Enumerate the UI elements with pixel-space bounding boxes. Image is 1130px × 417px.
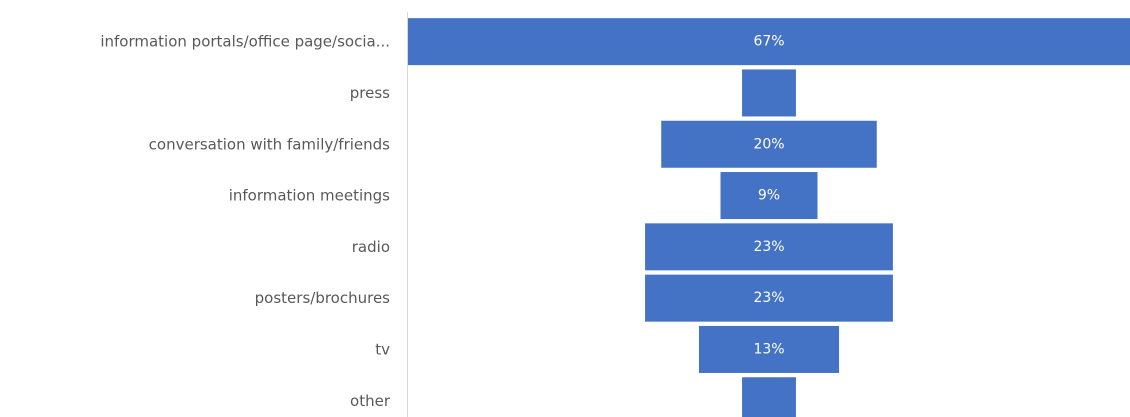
category-tick-label: conversation with family/friends <box>149 135 391 153</box>
bar-data-label: 13% <box>753 341 784 357</box>
category-tick-label: tv <box>375 340 390 358</box>
category-tick-label: press <box>350 84 390 102</box>
bar-data-label: 23% <box>753 239 784 255</box>
category-tick-label: other <box>350 392 391 410</box>
funnel-bar <box>645 274 893 322</box>
funnel-bar <box>645 223 893 271</box>
bar-data-label: 20% <box>753 136 784 152</box>
bar-data-label: 9% <box>758 188 780 204</box>
category-tick-label: information portals/office page/socia... <box>100 33 390 51</box>
funnel-bar <box>742 69 796 117</box>
bar-data-label: 23% <box>753 290 784 306</box>
funnel-bar <box>661 120 877 168</box>
bar-data-label: 67% <box>753 34 784 50</box>
funnel-bar <box>408 18 1130 66</box>
data-labels-layer: 67% 20% 9% 23% 23% 13% <box>753 34 784 358</box>
bars-layer <box>408 18 1130 417</box>
category-tick-label: radio <box>352 238 390 256</box>
funnel-bar <box>698 325 840 373</box>
category-labels-layer: information portals/office page/socia...… <box>100 33 390 410</box>
funnel-bar <box>742 377 796 417</box>
category-tick-label: posters/brochures <box>255 289 391 307</box>
funnel-bar <box>720 172 818 220</box>
category-tick-label: information meetings <box>229 187 390 205</box>
